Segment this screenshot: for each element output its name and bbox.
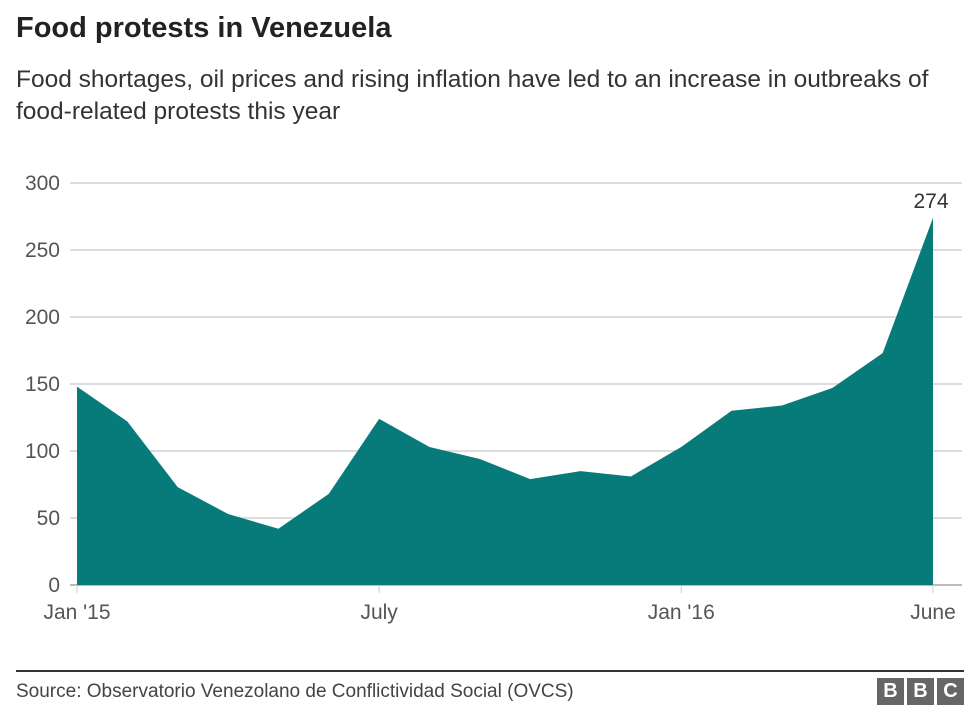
y-tick-label: 250 (25, 239, 60, 262)
y-tick-label: 200 (25, 306, 60, 329)
area-chart: 0 50 100 150 200 250 300 Jan '15 July Jan '16 Jun… (25, 172, 962, 624)
x-tick-label: Jan '15 (43, 601, 110, 624)
x-tick-label: Jan '16 (648, 601, 715, 624)
area-series (77, 217, 933, 585)
x-tick-label: July (360, 601, 398, 624)
bbc-logo-letter: B (877, 678, 904, 705)
bbc-logo-letter: B (907, 678, 934, 705)
y-tick-label: 0 (48, 574, 60, 597)
bbc-logo-letter: C (937, 678, 964, 705)
chart-subtitle: Food shortages, oil prices and rising in… (16, 66, 929, 125)
data-label-peak: 274 (913, 190, 948, 213)
x-tick-label: June (910, 601, 956, 624)
y-tick-label: 300 (25, 172, 60, 195)
footer-divider (16, 670, 964, 672)
bbc-logo: B B C (877, 678, 964, 705)
y-tick-label: 100 (25, 440, 60, 463)
y-tick-label: 50 (37, 507, 60, 530)
y-tick-label: 150 (25, 373, 60, 396)
chart-title: Food protests in Venezuela (16, 12, 392, 44)
source-note: Source: Observatorio Venezolano de Confl… (16, 681, 574, 702)
